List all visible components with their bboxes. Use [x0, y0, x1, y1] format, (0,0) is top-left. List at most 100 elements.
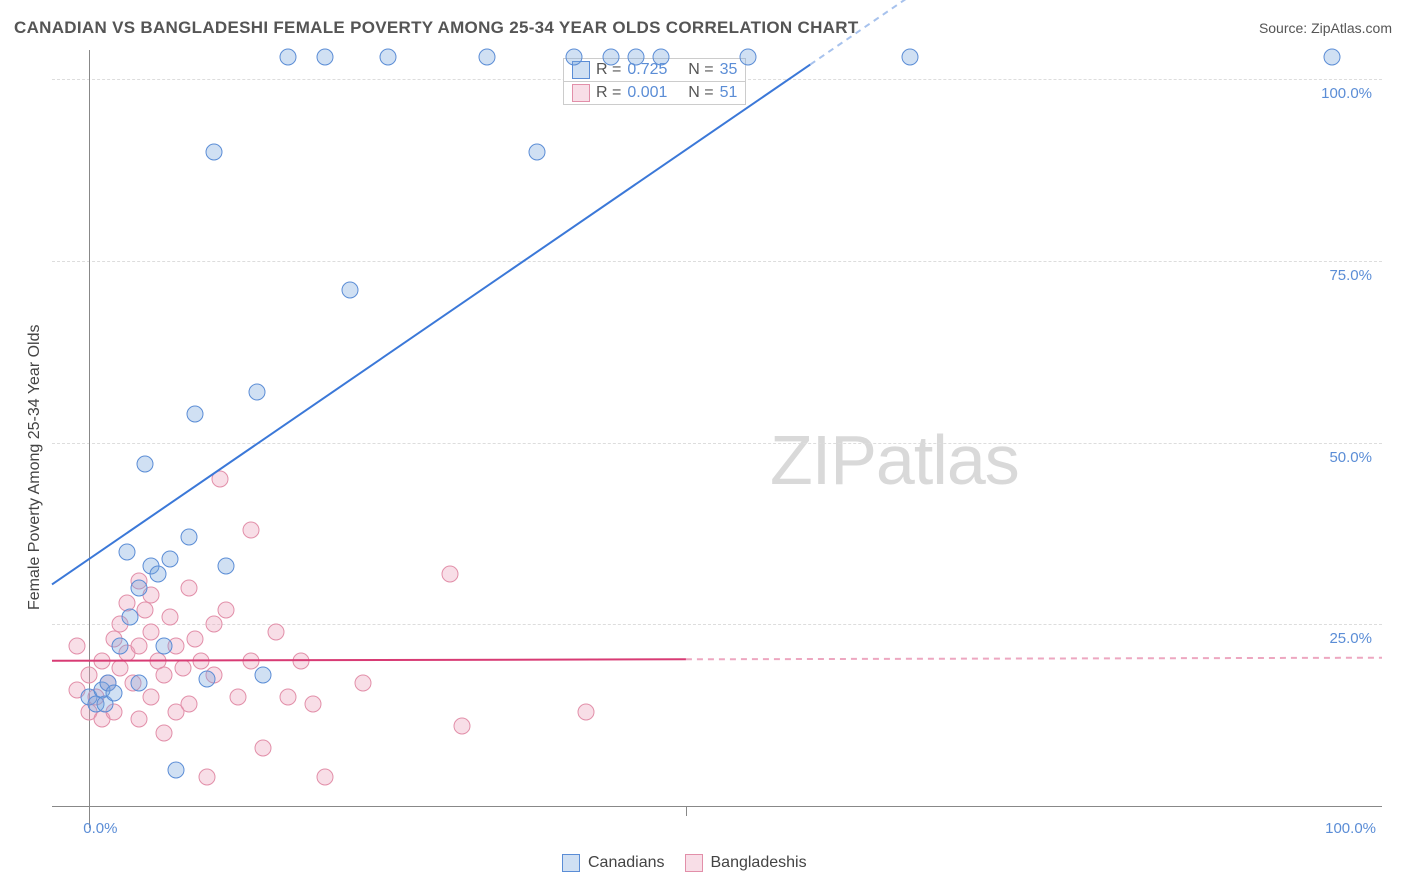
stats-legend: R =0.725 N =35R =0.001 N =51 — [563, 58, 746, 105]
bangladeshis-point — [143, 689, 160, 706]
bangladeshis-point — [441, 565, 458, 582]
bangladeshis-point — [280, 689, 297, 706]
bangladeshis-point — [131, 638, 148, 655]
canadians-point — [131, 674, 148, 691]
bangladeshis-point — [174, 660, 191, 677]
bangladeshis-point — [93, 652, 110, 669]
bangladeshis-point — [242, 652, 259, 669]
bangladeshis-point — [193, 652, 210, 669]
canadians-point — [479, 49, 496, 66]
bangladeshis-point — [186, 630, 203, 647]
series-legend: Canadians Bangladeshis — [562, 854, 807, 872]
canadians-point — [137, 456, 154, 473]
x-tick-label: 100.0% — [1325, 820, 1376, 837]
stats-text: R = — [596, 84, 621, 102]
stats-text: N = — [688, 84, 713, 102]
scatter-plot: 25.0%50.0%75.0%100.0%0.0%100.0% — [52, 50, 1382, 828]
trend-lines — [52, 50, 1382, 828]
bangladeshis-point — [131, 710, 148, 727]
bangladeshis-point — [578, 703, 595, 720]
bangladeshis-point — [180, 696, 197, 713]
stats-text: N = — [688, 61, 713, 79]
canadians-point — [162, 550, 179, 567]
bangladeshis-point — [155, 725, 172, 742]
bangladeshis-point — [199, 769, 216, 786]
bangladeshis-point — [137, 601, 154, 618]
bangladeshis-point — [143, 623, 160, 640]
canadians-point — [740, 49, 757, 66]
canadians-point — [155, 638, 172, 655]
canadians-point — [168, 761, 185, 778]
bangladeshis-point — [354, 674, 371, 691]
stats-text: 0.001 — [627, 84, 667, 102]
y-axis-label: Female Poverty Among 25-34 Year Olds — [26, 325, 44, 611]
bangladeshis-trendline — [52, 659, 686, 660]
header: CANADIAN VS BANGLADESHI FEMALE POVERTY A… — [14, 18, 1392, 38]
bangladeshis-point — [218, 601, 235, 618]
canadians-point — [118, 543, 135, 560]
bangladeshis-swatch-icon — [572, 84, 590, 102]
canadians-point — [566, 49, 583, 66]
bangladeshis-point — [305, 696, 322, 713]
x-axis-tick — [686, 806, 687, 816]
canadians-point — [901, 49, 918, 66]
canadians-point — [186, 405, 203, 422]
canadians-point — [218, 558, 235, 575]
bangladeshis-point — [112, 660, 129, 677]
chart-title: CANADIAN VS BANGLADESHI FEMALE POVERTY A… — [14, 18, 859, 38]
bangladeshis-point — [68, 638, 85, 655]
canadians-trendline — [52, 65, 810, 585]
legend-item-canadians: Canadians — [562, 854, 665, 872]
y-tick-label: 100.0% — [1321, 85, 1372, 102]
canadians-point — [628, 49, 645, 66]
stats-text: 35 — [720, 61, 738, 79]
bangladeshis-point — [255, 740, 272, 757]
bangladeshis-point — [454, 718, 471, 735]
canadians-point — [249, 383, 266, 400]
bangladeshis-swatch-icon — [685, 854, 703, 872]
bangladeshis-point — [162, 609, 179, 626]
source-name: ZipAtlas.com — [1311, 20, 1392, 36]
bangladeshis-point — [155, 667, 172, 684]
bangladeshis-point — [267, 623, 284, 640]
stats-row-bangladeshis: R =0.001 N =51 — [563, 81, 746, 105]
bangladeshis-point — [180, 580, 197, 597]
gridline — [52, 261, 1382, 262]
bangladeshis-point — [317, 769, 334, 786]
y-tick-label: 75.0% — [1329, 267, 1372, 284]
canadians-point — [255, 667, 272, 684]
legend-label: Canadians — [588, 854, 665, 872]
bangladeshis-point — [242, 521, 259, 538]
canadians-point — [317, 49, 334, 66]
source-label: Source: ZipAtlas.com — [1259, 20, 1392, 36]
canadians-point — [379, 49, 396, 66]
canadians-point — [149, 565, 166, 582]
canadians-point — [1324, 49, 1341, 66]
x-axis — [52, 806, 1382, 807]
canadians-point — [603, 49, 620, 66]
canadians-point — [131, 580, 148, 597]
canadians-swatch-icon — [562, 854, 580, 872]
bangladeshis-point — [211, 470, 228, 487]
source-prefix: Source: — [1259, 20, 1311, 36]
legend-item-bangladeshis: Bangladeshis — [685, 854, 807, 872]
canadians-point — [180, 529, 197, 546]
canadians-point — [112, 638, 129, 655]
bangladeshis-point — [230, 689, 247, 706]
x-tick-label: 0.0% — [83, 820, 117, 837]
canadians-point — [342, 281, 359, 298]
bangladeshis-point — [205, 616, 222, 633]
bangladeshis-point — [292, 652, 309, 669]
canadians-point — [205, 143, 222, 160]
bangladeshis-trendline-dashed — [686, 658, 1382, 660]
canadians-point — [653, 49, 670, 66]
canadians-point — [528, 143, 545, 160]
canadians-point — [122, 609, 139, 626]
canadians-point — [199, 670, 216, 687]
canadians-point — [280, 49, 297, 66]
gridline — [52, 443, 1382, 444]
canadians-point — [106, 685, 123, 702]
gridline — [52, 624, 1382, 625]
bangladeshis-point — [81, 667, 98, 684]
y-tick-label: 25.0% — [1329, 630, 1372, 647]
